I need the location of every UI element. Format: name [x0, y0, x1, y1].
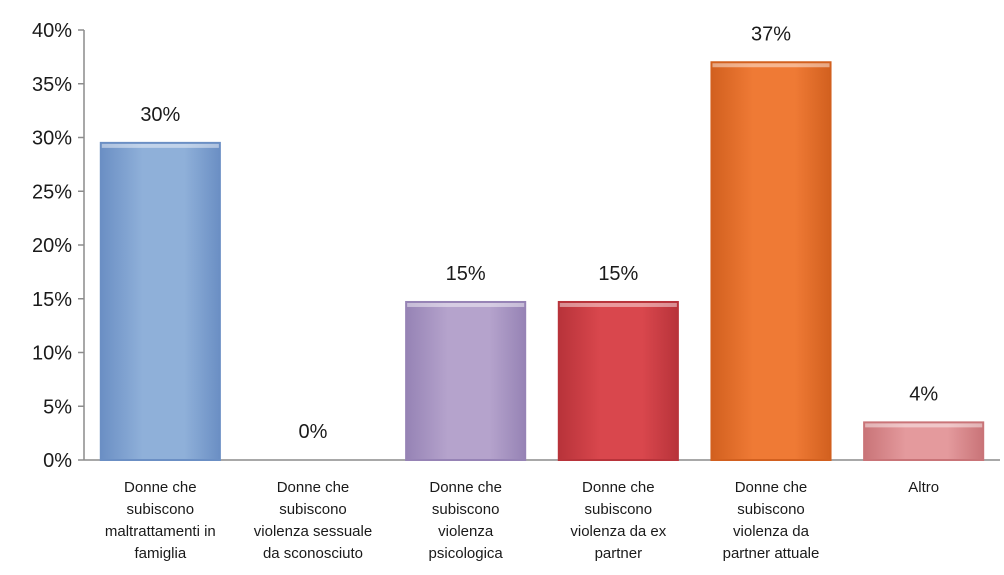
- x-category-label: Donne che subiscono violenza psicologica: [429, 479, 504, 562]
- bar-highlight: [407, 302, 525, 307]
- x-category-label: Donne che subiscono violenza sessuale da sc…: [254, 479, 372, 562]
- x-category-label: Donne che subiscono maltrattamenti in famig…: [105, 479, 216, 562]
- x-category-label: Altro: [908, 479, 939, 496]
- x-category-label: Donne che subiscono violenza da ex partner: [570, 479, 666, 562]
- data-label: 30%: [140, 104, 180, 126]
- y-tick-label: 35%: [32, 74, 72, 96]
- data-label: 4%: [909, 383, 938, 405]
- bar-highlight: [865, 423, 983, 428]
- data-label: 0%: [299, 421, 328, 443]
- data-label: 15%: [446, 263, 486, 285]
- data-label: 37%: [751, 23, 791, 45]
- bar: [99, 141, 221, 461]
- bar: [710, 61, 832, 461]
- bar: [863, 421, 985, 461]
- y-tick-label: 0%: [43, 450, 72, 472]
- y-tick-label: 15%: [32, 289, 72, 311]
- y-tick-label: 40%: [32, 20, 72, 42]
- y-tick-label: 30%: [32, 128, 72, 150]
- x-axis-labels: Donne che subiscono maltrattamenti in famig…: [105, 479, 939, 562]
- data-label: 15%: [598, 263, 638, 285]
- y-tick-label: 10%: [32, 343, 72, 365]
- bar: [405, 300, 527, 461]
- bar-highlight: [101, 143, 219, 148]
- bar-highlight: [712, 63, 830, 68]
- data-labels: 30% 0% 15% 15% 37% 4%: [140, 23, 938, 443]
- bar: [557, 300, 679, 461]
- y-tick-label: 25%: [32, 181, 72, 203]
- y-axis: 0% 5% 10% 15% 20% 25% 30% 35% 40%: [32, 20, 1000, 472]
- bar-highlight: [559, 302, 677, 307]
- y-tick-label: 5%: [43, 396, 72, 418]
- x-category-label: Donne che subiscono violenza da partner att…: [723, 479, 820, 562]
- y-tick-label: 20%: [32, 235, 72, 257]
- bars: [99, 61, 985, 461]
